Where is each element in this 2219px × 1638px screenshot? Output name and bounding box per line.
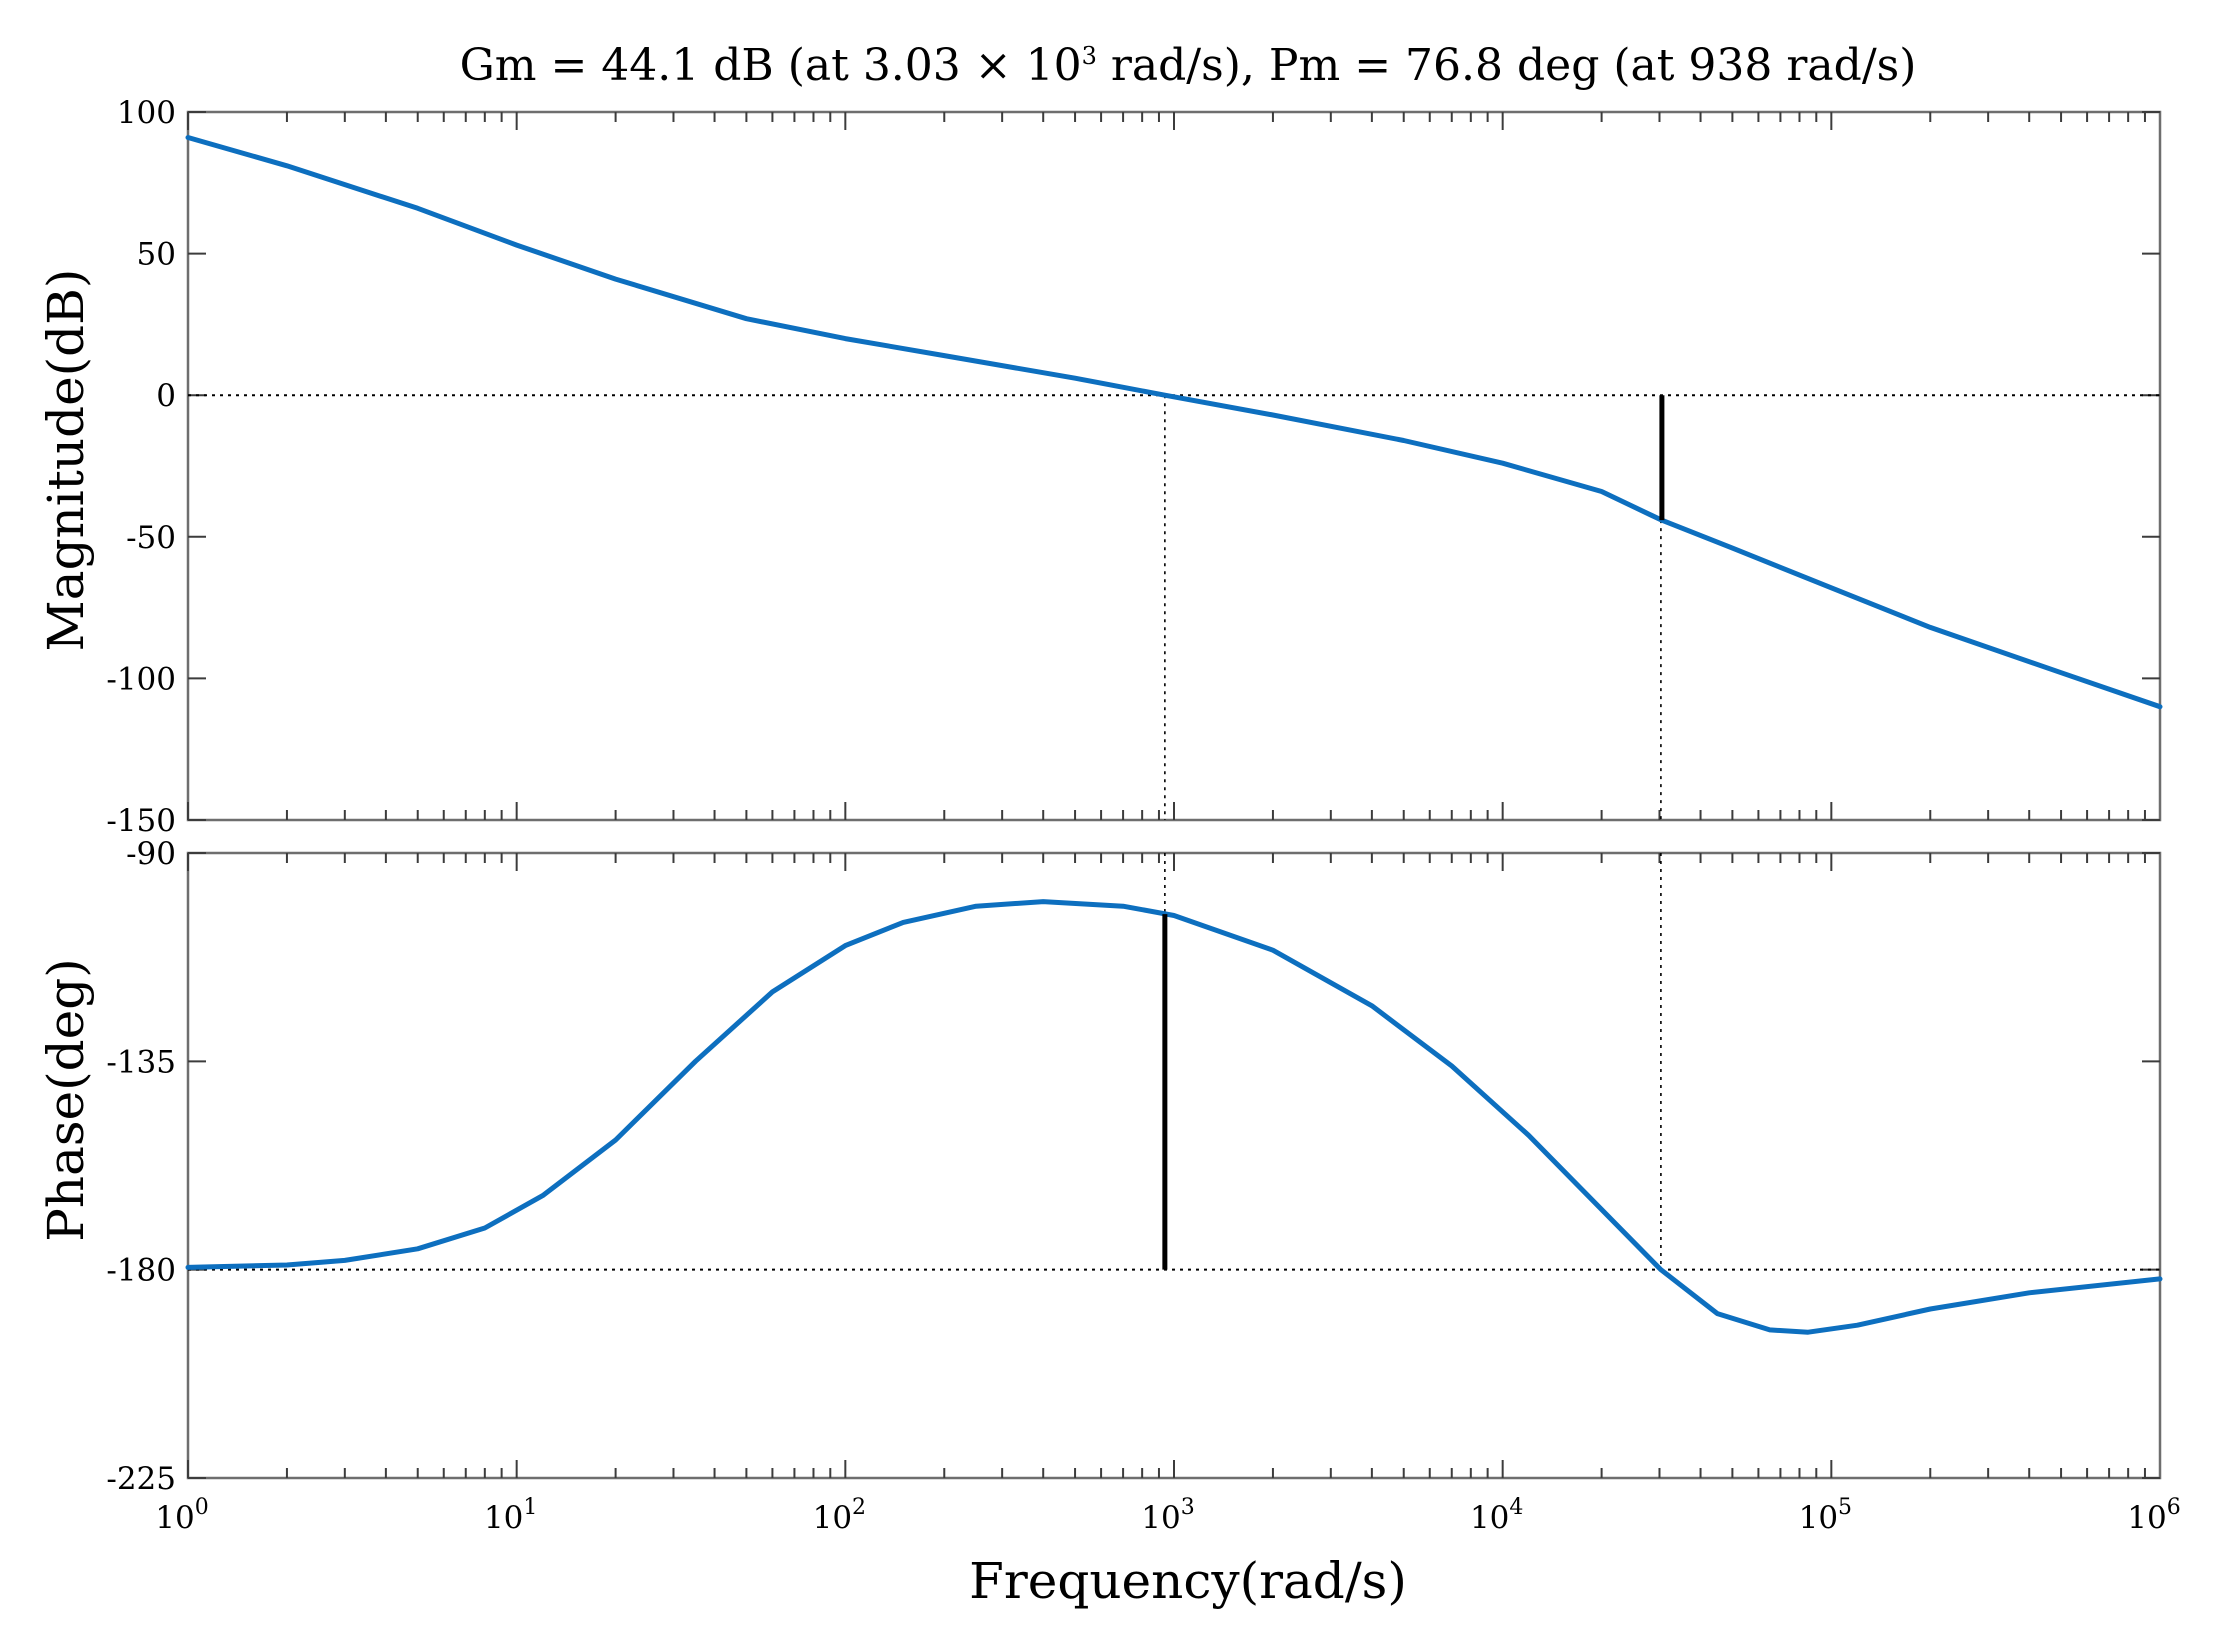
frequency-axis: 100 101 102 103 104 105 106 bbox=[155, 1495, 2180, 1536]
x-tick-exponent: 6 bbox=[2167, 1495, 2181, 1520]
phase-y-tick-label: -225 bbox=[106, 1461, 176, 1497]
frequency-axis-label: Frequency(rad/s) bbox=[969, 1552, 1407, 1610]
phase-curve bbox=[185, 899, 2163, 1335]
magnitude-y-tick-label: -50 bbox=[126, 520, 176, 556]
magnitude-frame bbox=[186, 110, 2162, 822]
gain-margin-title-exponent: 3 bbox=[1082, 42, 1097, 70]
x-tick-label: 103 bbox=[1141, 1495, 1194, 1536]
x-tick-base: 10 bbox=[813, 1500, 852, 1536]
phase-y-tick-label: -135 bbox=[106, 1044, 176, 1080]
magnitude-y-tick-label: 100 bbox=[117, 95, 176, 131]
x-tick-base: 10 bbox=[2127, 1500, 2166, 1536]
phase-y-tick-label: -90 bbox=[126, 836, 176, 872]
x-tick-label: 100 bbox=[155, 1495, 208, 1536]
x-tick-exponent: 2 bbox=[852, 1495, 866, 1520]
phase-frame bbox=[186, 851, 2162, 1480]
phase-panel: -90 -135 -180 -225 bbox=[106, 836, 2163, 1497]
phase-axis-label: Phase(deg) bbox=[37, 958, 95, 1242]
x-tick-exponent: 1 bbox=[523, 1495, 537, 1520]
x-tick-exponent: 3 bbox=[1181, 1495, 1195, 1520]
magnitude-axis-label: Magnitude(dB) bbox=[37, 269, 95, 652]
phase-margin-title: Pm = 76.8 deg (at 938 rad/s) bbox=[1269, 40, 1917, 91]
magnitude-panel: 100 50 0 -50 -100 -150 bbox=[106, 95, 2163, 839]
magnitude-y-tick-label: -100 bbox=[106, 661, 176, 697]
magnitude-curve bbox=[185, 135, 2163, 710]
x-tick-base: 10 bbox=[155, 1500, 194, 1536]
x-tick-base: 10 bbox=[1799, 1500, 1838, 1536]
x-tick-label: 106 bbox=[2127, 1495, 2180, 1536]
gain-margin-title-suffix: rad/s), bbox=[1097, 40, 1255, 91]
x-tick-exponent: 4 bbox=[1509, 1495, 1523, 1520]
x-tick-label: 105 bbox=[1799, 1495, 1852, 1536]
magnitude-y-tick-label: 50 bbox=[137, 237, 176, 273]
svg-text:Gm = 44.1 dB (at 3.03 × 103 ra: Gm = 44.1 dB (at 3.03 × 103 rad/s), Pm = … bbox=[460, 40, 1917, 91]
magnitude-y-tick-label: -150 bbox=[106, 803, 176, 839]
gain-margin-title: Gm = 44.1 dB (at 3.03 × 10 bbox=[460, 40, 1082, 91]
phase-y-tick-label: -180 bbox=[106, 1253, 176, 1289]
x-tick-base: 10 bbox=[1470, 1500, 1509, 1536]
x-tick-base: 10 bbox=[1141, 1500, 1180, 1536]
x-tick-label: 104 bbox=[1470, 1495, 1523, 1536]
magnitude-y-tick-label: 0 bbox=[156, 378, 176, 414]
x-tick-label: 102 bbox=[813, 1495, 866, 1536]
x-tick-exponent: 5 bbox=[1838, 1495, 1852, 1520]
x-tick-base: 10 bbox=[484, 1500, 523, 1536]
x-tick-label: 101 bbox=[484, 1495, 537, 1536]
chart-title: Gm = 44.1 dB (at 3.03 × 103 rad/s), Pm = … bbox=[460, 40, 1917, 91]
x-tick-exponent: 0 bbox=[195, 1495, 209, 1520]
